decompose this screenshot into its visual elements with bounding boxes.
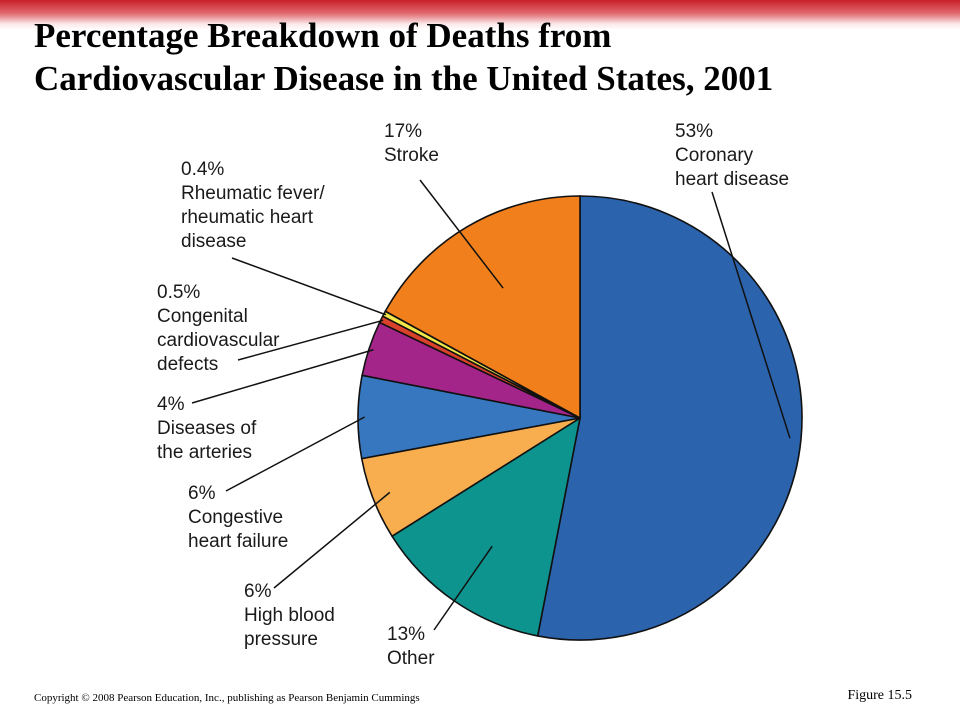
slide-title: Percentage Breakdown of Deaths from Card… [34,14,934,100]
leader-line-diseases-of-the-arteries [191,349,374,404]
slice-label-diseases-of-the-arteries: 4% Diseases of the arteries [157,394,257,463]
slice-percent: 17% [384,121,422,142]
slice-percent: 0.4% [181,159,224,180]
slice-percent: 6% [244,581,272,602]
slice-label-coronary-heart-disease: 53% Coronary heart disease [675,121,789,190]
title-line-1: Percentage Breakdown of Deaths from [34,16,612,55]
slice-label-line: cardiovascular [157,330,280,351]
copyright-notice: Copyright © 2008 Pearson Education, Inc.… [34,692,420,704]
slice-labels: 53% Coronary heart disease 13% Other 6% High b… [157,121,789,669]
pie-slice-coronary-heart-disease [536,195,803,641]
slice-label-rheumatic-fever-rheumatic-heart-disease: 0.4% Rheumatic fever/rheumatic heart disea… [181,159,325,252]
slice-percent: 0.5% [157,282,200,303]
slice-label-line: heart disease [675,169,789,190]
slice-label-line: High blood [244,605,335,626]
leader-line-coronary-heart-disease [711,191,791,439]
slice-label-line: pressure [244,629,318,650]
slice-percent: 13% [387,624,425,645]
leader-line-high-blood-pressure [273,491,391,589]
slice-label-line: Other [387,648,435,669]
leader-line-stroke [419,179,504,289]
slice-percent: 4% [157,394,185,415]
slice-percent: 6% [188,483,216,504]
slice-label-stroke: 17% Stroke [384,121,439,166]
slice-label-line: Rheumatic fever/ [181,183,325,204]
leader-line-other [433,545,493,631]
leader-lines [191,179,791,631]
slice-label-high-blood-pressure: 6% High blood pressure [244,581,335,650]
pie-slice-stroke [384,195,581,420]
top-accent-band [0,0,960,30]
title-line-2: Cardiovascular Disease in the United Sta… [34,59,774,98]
slice-label-line: the arteries [157,442,252,463]
slice-label-congestive-heart-failure: 6% Congestive heart failure [188,483,288,552]
slice-label-line: Coronary [675,145,754,166]
leader-line-rheumatic-fever-rheumatic-heart-disease [231,257,387,316]
slice-label-line: heart failure [188,531,288,552]
slice-label-line: Congestive [188,507,283,528]
leader-line-congenital-cardiovascular-defects [237,319,384,361]
slice-label-line: defects [157,354,218,375]
slice-percent: 53% [675,121,713,142]
slice-label-line: Stroke [384,145,439,166]
slice-label-line: Diseases of [157,418,257,439]
figure-number: Figure 15.5 [847,688,912,703]
pie-slices [357,195,803,641]
slice-label-line: rheumatic heart [181,207,314,228]
slice-label-line: Congenital [157,306,248,327]
slice-label-line: disease [181,231,247,252]
slice-label-congenital-cardiovascular-defects: 0.5% Congenital cardiovascular defects [157,282,280,375]
leader-line-congestive-heart-failure [225,416,366,492]
slice-label-other: 13% Other [387,624,435,669]
